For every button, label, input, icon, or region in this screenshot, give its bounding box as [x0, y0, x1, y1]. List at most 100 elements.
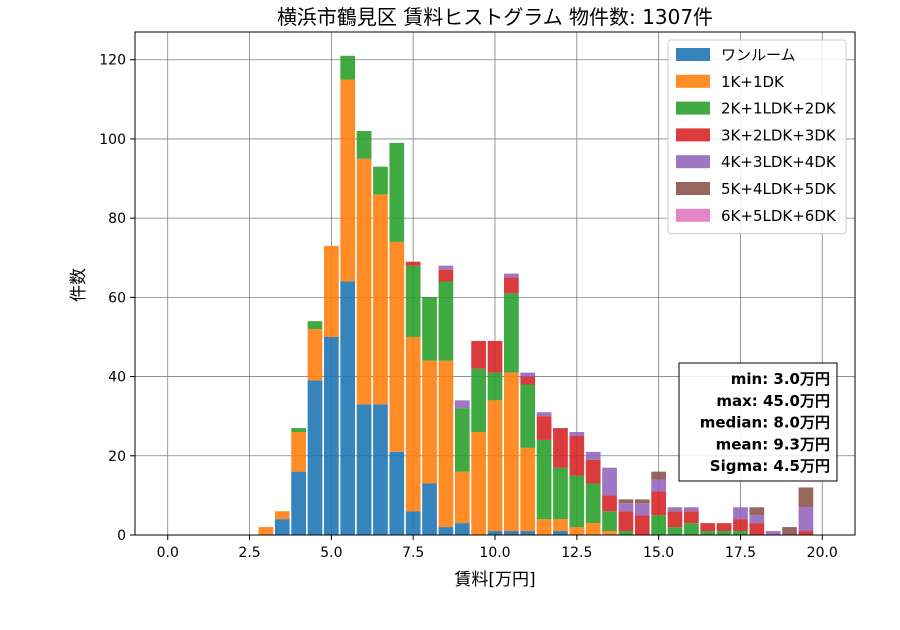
bar-segment [684, 507, 699, 512]
bar-segment [274, 519, 290, 535]
bar-segment [749, 515, 765, 524]
legend-label: ワンルーム [721, 46, 796, 64]
bar-segment [422, 297, 437, 361]
stats-frame [678, 362, 838, 482]
y-tick-label: 20 [108, 449, 126, 465]
bar-segment [422, 483, 437, 535]
bar-segment [585, 459, 601, 484]
ticks: 0.0 2.5 5.0 7.5 10.0 12.5 15.0 17.5 20.0 0 20 40 60 8… [99, 53, 838, 561]
bar-segment [553, 531, 568, 535]
x-tick-label: 12.5 [561, 545, 592, 561]
legend-label: 2K+1LDK+2DK [721, 100, 837, 118]
bar-segment [684, 511, 699, 524]
bar-segment [356, 404, 372, 535]
y-tick-label: 120 [99, 53, 126, 69]
bar-segment [471, 340, 486, 369]
bar-segment [667, 507, 683, 512]
bar-segment [733, 519, 748, 532]
legend-swatch [676, 101, 710, 115]
bar-segment [438, 281, 454, 361]
bar-segment [733, 507, 748, 520]
x-tick-label: 0.0 [157, 545, 179, 561]
legend-swatch [676, 208, 710, 222]
stats-line: max: 45.0万円 [716, 392, 830, 410]
chart-title: 横浜市鶴見区 賃料ヒストグラム 物件数: 1307件 [277, 5, 713, 29]
legend-label: 5K+4LDK+5DK [721, 180, 837, 198]
y-tick-label: 80 [108, 211, 126, 227]
bar-segment [618, 499, 634, 504]
bar-segment [782, 527, 797, 535]
bar-segment [569, 435, 585, 476]
bar-segment [454, 408, 470, 472]
bar-segment [487, 400, 503, 532]
bar-segment [438, 269, 454, 282]
bar-segment [684, 523, 699, 535]
legend-swatch [676, 48, 710, 61]
bar-segment [700, 531, 716, 535]
bar-segment [585, 483, 601, 524]
bar-segment [324, 245, 339, 337]
bar-segment [389, 142, 405, 242]
legend-swatch [676, 128, 710, 142]
legend-swatch [676, 155, 710, 169]
bar-segment [487, 531, 503, 535]
bar-segment [749, 523, 765, 535]
bar-segment [602, 531, 617, 535]
bar-segment [389, 241, 405, 452]
legend-label: 6K+5LDK+6DK [721, 207, 837, 225]
bar-segment [438, 265, 454, 270]
bar-segment [454, 400, 470, 409]
bar-segment [274, 511, 290, 520]
bar-segment [471, 368, 486, 433]
stats-line: min: 3.0万円 [731, 370, 830, 388]
bar-segment [291, 471, 306, 535]
bar-segment [405, 265, 421, 337]
bar-segment [324, 336, 339, 535]
stats-line: Sigma: 4.5万円 [710, 457, 830, 475]
bar-segment [307, 321, 323, 330]
bar-segment [291, 428, 306, 433]
bar-segment [405, 336, 421, 512]
bar-segment [651, 515, 666, 535]
bar-segment [405, 511, 421, 535]
bar-segment [405, 261, 421, 266]
legend-label: 4K+3LDK+4DK [721, 153, 837, 171]
y-tick-label: 40 [108, 370, 126, 386]
bar-segment [454, 523, 470, 535]
bar-segment [536, 439, 552, 520]
bar-segment [520, 447, 536, 532]
bar-segment [798, 507, 814, 532]
bar-segment [504, 273, 519, 278]
bar-segment [307, 380, 323, 535]
bar-segment [340, 281, 356, 535]
bar-segment [651, 471, 666, 480]
bar-segment [667, 527, 683, 535]
bar-segment [471, 432, 486, 535]
bar-segment [422, 360, 437, 484]
bar-segment [602, 511, 617, 532]
x-tick-label: 15.0 [643, 545, 674, 561]
bar-segment [667, 511, 683, 528]
x-tick-label: 10.0 [479, 545, 510, 561]
bar-segment [487, 372, 503, 401]
x-axis-label: 賃料[万円] [454, 570, 535, 590]
stats-line: median: 8.0万円 [700, 414, 830, 432]
legend: ワンルーム 1K+1DK 2K+1LDK+2DK 3K+2LDK+3DK 4K+3LDK… [667, 39, 847, 235]
bar-segment [340, 55, 356, 80]
bar-segment [373, 404, 388, 535]
x-tick-label: 2.5 [238, 545, 260, 561]
bar-segment [634, 499, 650, 504]
y-axis-label: 件数 [69, 268, 89, 302]
bar-segment [536, 412, 552, 417]
bar-segment [520, 384, 536, 448]
bar-segment [553, 519, 568, 532]
bar-segment [634, 503, 650, 516]
legend-label: 1K+1DK [721, 73, 785, 91]
bar-segment [553, 428, 568, 468]
bar-segment [585, 451, 601, 460]
y-tick-label: 0 [117, 528, 126, 544]
bar-segment [356, 158, 372, 405]
bar-segment [504, 277, 519, 294]
bar-segment [569, 475, 585, 528]
